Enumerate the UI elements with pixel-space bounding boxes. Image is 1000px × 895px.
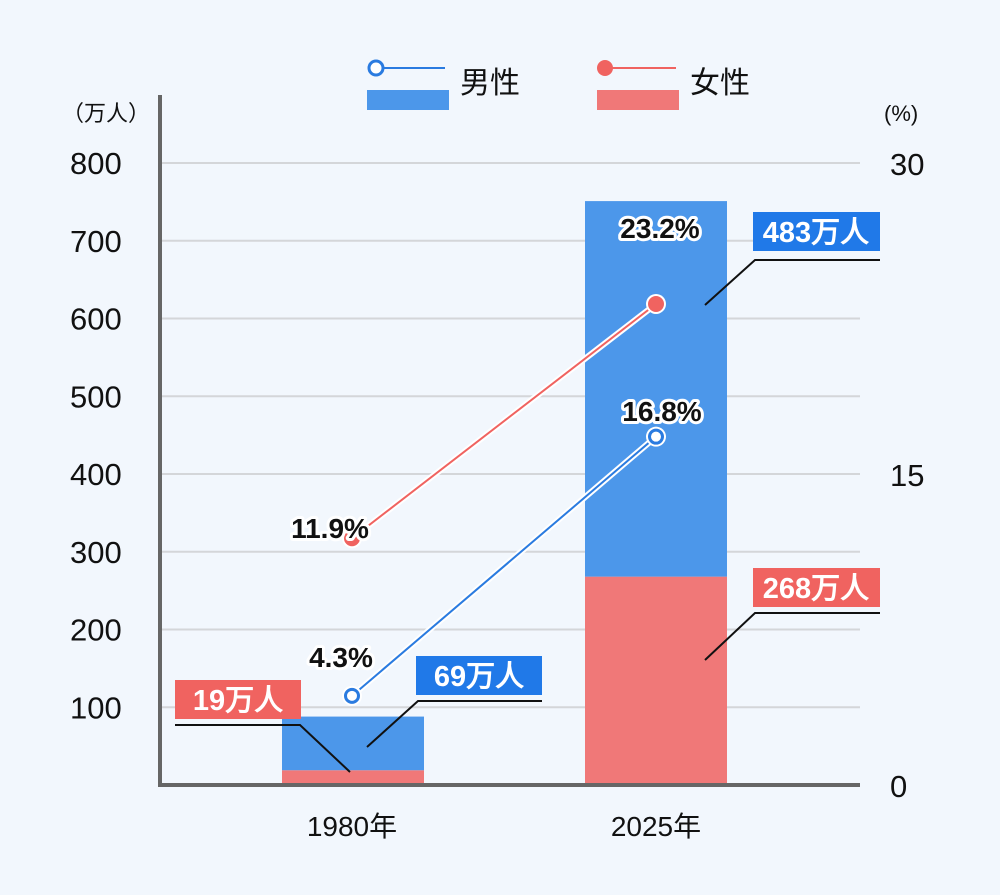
pct-female-2025: 23.2%	[620, 213, 699, 244]
left-axis-unit: （万人）	[62, 101, 150, 126]
legend-male-bar	[367, 90, 449, 110]
pct-female-1980: 11.9%	[291, 513, 369, 544]
bar-female-0	[282, 770, 424, 785]
legend-female-label: 女性	[690, 67, 750, 100]
pct-male-1980: 4.3%	[309, 642, 373, 673]
bar-male-1	[585, 201, 727, 577]
rate-lines	[342, 293, 666, 706]
svg-text:19万人: 19万人	[193, 684, 283, 717]
legend-male-marker	[367, 59, 385, 77]
bar-female-1	[585, 576, 727, 785]
label-female-2025: 268万人	[704, 568, 880, 661]
left-axis-ticks: 100 200 300 400 500 600 700 800	[70, 146, 122, 725]
right-tick-15: 15	[890, 458, 924, 493]
bars	[282, 201, 727, 785]
leader-line	[175, 724, 351, 773]
right-tick-30: 30	[890, 147, 924, 182]
svg-text:69万人: 69万人	[434, 660, 524, 693]
legend: 男性 女性	[367, 59, 750, 110]
label-male-2025: 483万人	[704, 212, 880, 306]
legend-female-bar	[597, 90, 679, 110]
leader-line	[704, 612, 880, 661]
left-tick-200: 200	[70, 613, 122, 648]
right-axis-unit: (%)	[884, 101, 918, 126]
leader-line	[704, 259, 880, 306]
legend-male-label: 男性	[460, 67, 520, 100]
left-tick-300: 300	[70, 535, 122, 570]
left-tick-600: 600	[70, 302, 122, 337]
gridlines	[160, 162, 860, 709]
svg-text:483万人: 483万人	[763, 216, 869, 249]
left-tick-400: 400	[70, 457, 122, 492]
left-tick-100: 100	[70, 690, 122, 725]
line-女性	[351, 303, 657, 540]
category-1980: 1980年	[307, 811, 397, 842]
legend-female-marker	[597, 60, 613, 76]
bar-male-0	[282, 716, 424, 771]
pct-male-2025: 16.8%	[622, 396, 701, 427]
line-男性	[351, 435, 657, 697]
left-tick-800: 800	[70, 146, 122, 181]
svg-text:268万人: 268万人	[763, 572, 869, 605]
label-male-1980: 69万人	[366, 656, 542, 748]
point-男性-0	[344, 687, 360, 704]
category-2025: 2025年	[611, 811, 701, 842]
point-女性-1	[648, 295, 664, 312]
point-女性-0	[344, 530, 360, 547]
label-female-1980: 19万人	[175, 680, 351, 773]
left-tick-500: 500	[70, 379, 122, 414]
point-男性-1	[648, 428, 664, 445]
left-tick-700: 700	[70, 224, 122, 259]
right-tick-0: 0	[890, 769, 907, 804]
leader-line	[366, 700, 542, 748]
